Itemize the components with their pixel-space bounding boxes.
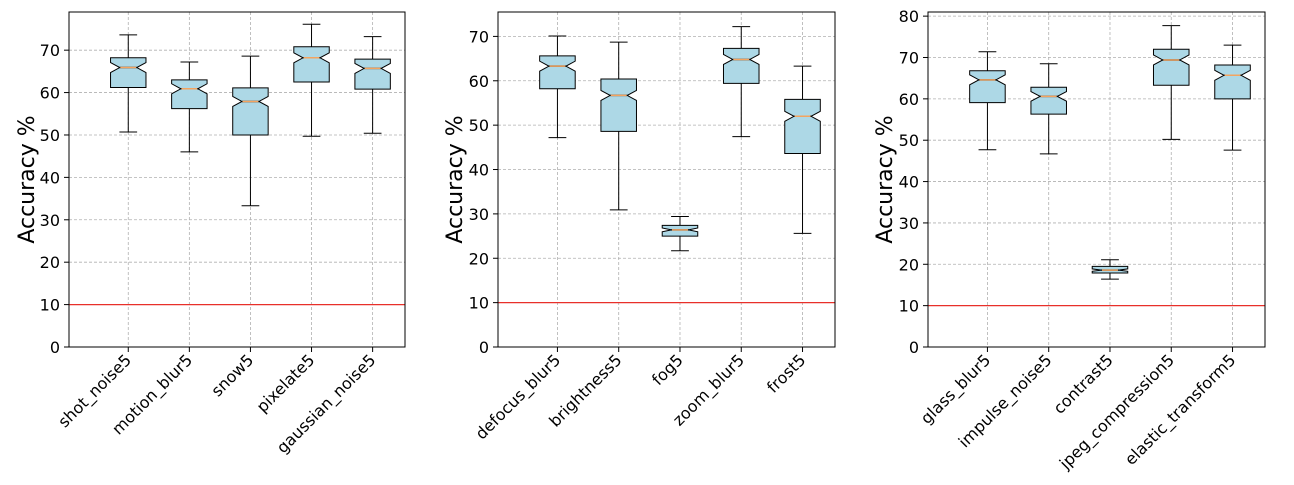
y-tick-label: 0 <box>479 338 489 357</box>
iqr-box <box>722 47 760 84</box>
y-tick-label: 70 <box>469 27 489 46</box>
x-tick-label-elastic_transform5: elastic_transform5 <box>1121 350 1240 469</box>
y-tick-label: 30 <box>469 205 489 224</box>
iqr-box <box>600 78 637 132</box>
iqr-box <box>1030 86 1067 115</box>
iqr-box <box>171 79 208 110</box>
y-tick-label: 70 <box>899 48 919 67</box>
box-frost5 <box>784 65 821 234</box>
y-tick-label: 10 <box>469 294 489 313</box>
iqr-box <box>1152 48 1190 86</box>
y-tick-label: 30 <box>40 211 60 230</box>
box-pixelate5 <box>293 23 330 137</box>
y-tick-label: 10 <box>899 297 919 316</box>
y-tick-label: 60 <box>40 84 60 103</box>
y-axis-label: Accuracy % <box>15 115 40 243</box>
iqr-box <box>661 224 699 237</box>
box-gaussian_noise5 <box>354 36 391 134</box>
y-tick-label: 40 <box>40 168 60 187</box>
y-tick-label: 40 <box>469 161 489 180</box>
box-brightness5 <box>600 41 637 211</box>
box-elastic_transform5 <box>1214 44 1251 151</box>
y-axis-label: Accuracy % <box>873 115 898 243</box>
y-tick-label: 70 <box>40 41 60 60</box>
y-tick-label: 50 <box>899 131 919 150</box>
y-tick-label: 60 <box>899 90 919 109</box>
box-snow5 <box>232 55 269 207</box>
x-tick-label-frost5: frost5 <box>763 350 809 396</box>
y-tick-label: 50 <box>469 116 489 135</box>
box-zoom_blur5 <box>722 26 760 138</box>
y-tick-label: 10 <box>40 296 60 315</box>
iqr-box <box>293 46 330 83</box>
y-axis-label: Accuracy % <box>443 115 468 243</box>
chart-panel-3: 01020304050607080glass_blur5impulse_nois… <box>873 7 1266 474</box>
y-tick-label: 20 <box>469 249 489 268</box>
box-fog5 <box>661 216 699 252</box>
x-tick-label-fog5: fog5 <box>648 350 687 389</box>
box-motion_blur5 <box>171 61 208 153</box>
y-tick-label: 0 <box>909 338 919 357</box>
plot-frame <box>927 11 1266 348</box>
iqr-box <box>784 98 821 155</box>
x-tick-label-jpeg_compression5: jpeg_compression5 <box>1055 350 1179 474</box>
y-tick-label: 80 <box>899 7 919 26</box>
plot-frame <box>68 11 406 348</box>
y-tick-label: 30 <box>899 214 919 233</box>
plot-frame <box>497 11 836 348</box>
iqr-box <box>539 55 576 90</box>
y-tick-label: 50 <box>40 126 60 145</box>
iqr-box <box>1214 64 1251 100</box>
box-jpeg_compression5 <box>1152 25 1190 140</box>
iqr-box <box>232 87 269 136</box>
iqr-box <box>110 57 147 88</box>
iqr-box <box>354 58 391 90</box>
y-tick-label: 60 <box>469 72 489 91</box>
box-contrast5 <box>1091 259 1129 280</box>
y-tick-label: 40 <box>899 173 919 192</box>
iqr-box <box>969 70 1006 104</box>
y-tick-label: 20 <box>899 255 919 274</box>
box-defocus_blur5 <box>539 35 576 139</box>
y-tick-label: 0 <box>50 338 60 357</box>
box-glass_blur5 <box>969 51 1006 151</box>
x-tick-label-snow5: snow5 <box>207 350 257 400</box>
box-impulse_noise5 <box>1030 63 1067 155</box>
y-tick-label: 20 <box>40 253 60 272</box>
box-shot_noise5 <box>110 34 147 133</box>
x-tick-label-pixelate5: pixelate5 <box>253 350 319 416</box>
x-tick-label-defocus_blur5: defocus_blur5 <box>471 350 564 443</box>
